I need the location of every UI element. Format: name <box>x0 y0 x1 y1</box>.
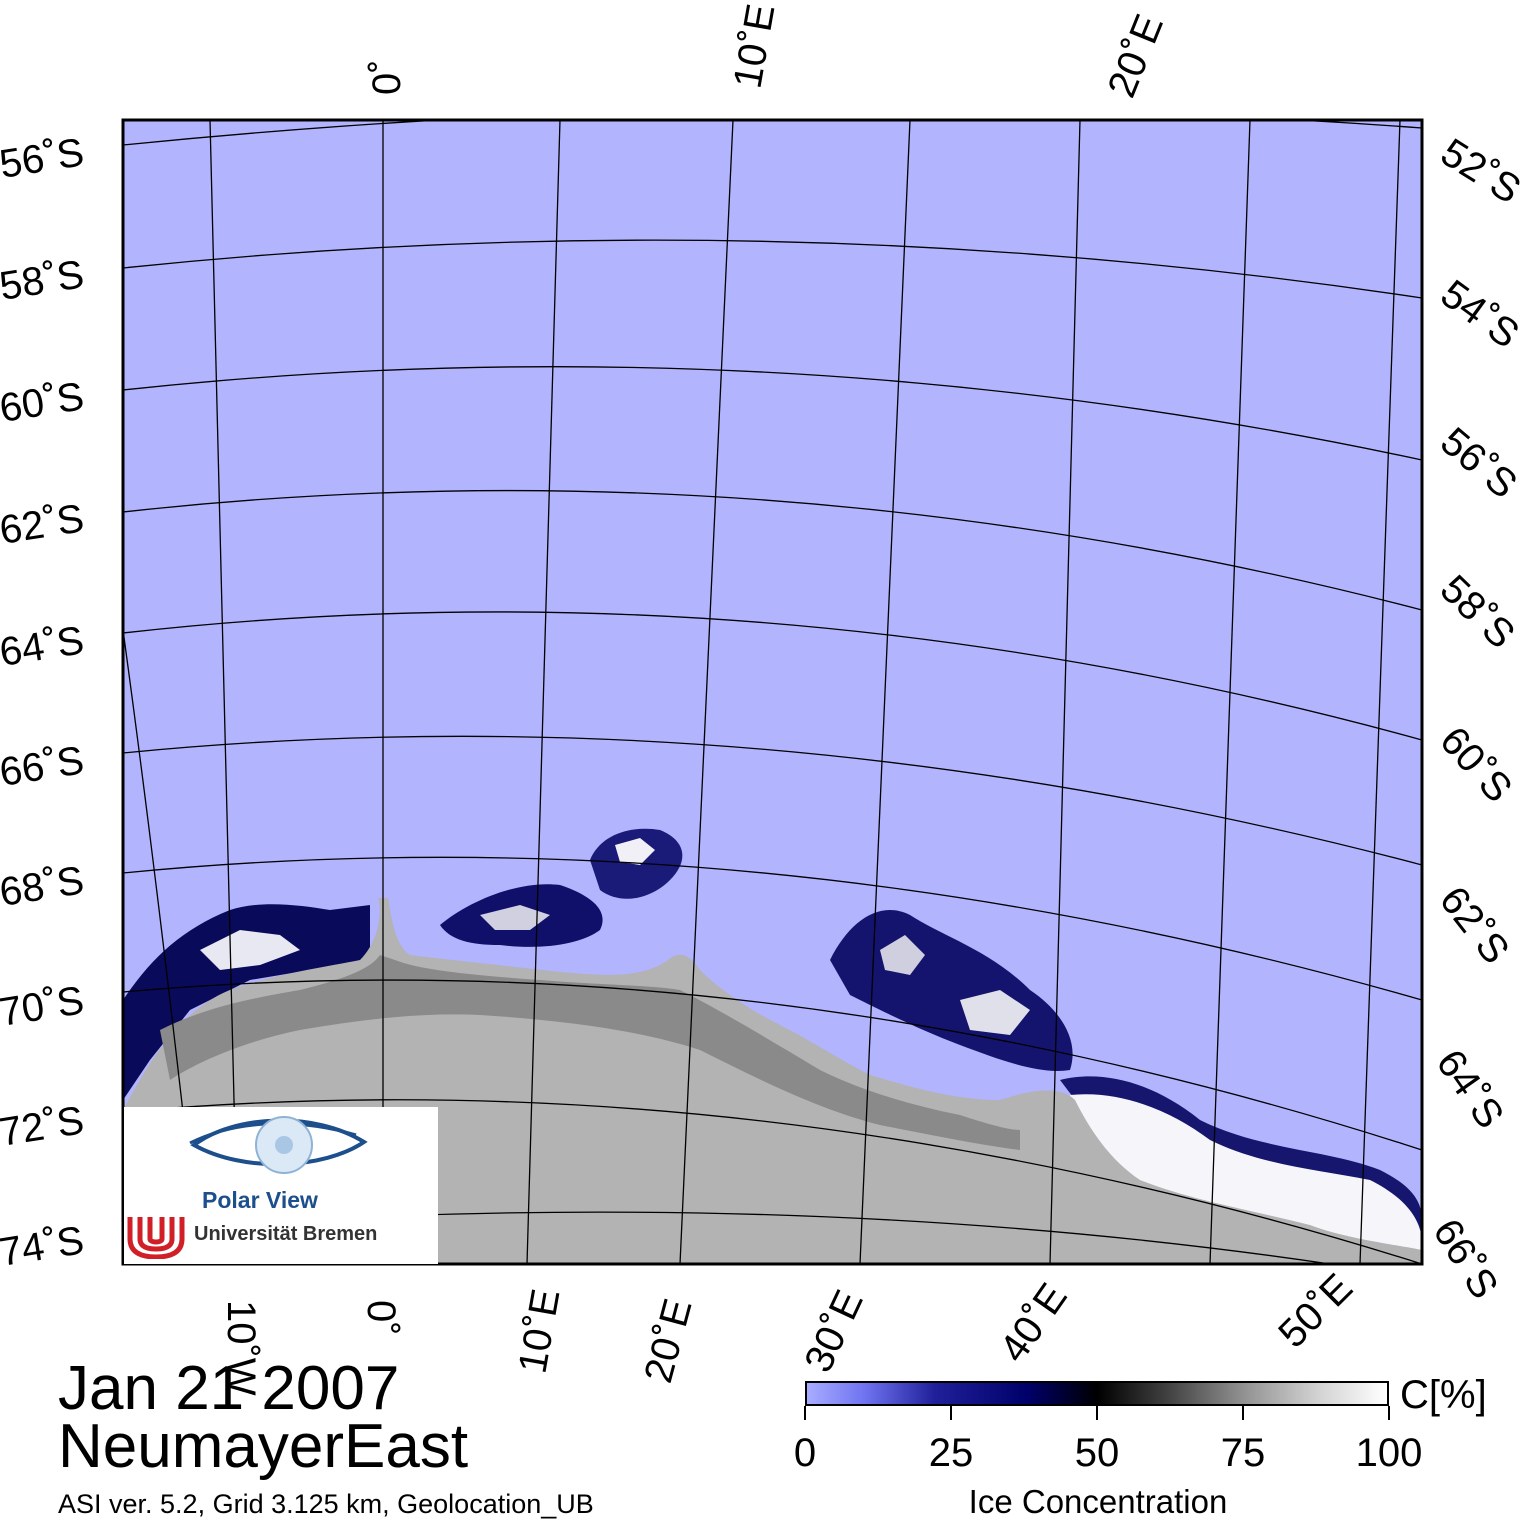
logo-polar-view-text: Polar View <box>202 1187 318 1213</box>
colorbar-tick-label: 50 <box>1074 1431 1120 1475</box>
left-lat-label: 58˚S <box>0 252 87 309</box>
left-lat-label: 70˚S <box>0 978 87 1035</box>
colorbar-title: Ice Concentration <box>968 1483 1228 1520</box>
right-lat-label: 52˚S <box>1433 130 1528 212</box>
colorbar-tick-label: 75 <box>1220 1431 1266 1475</box>
left-lat-label: 64˚S <box>0 618 87 675</box>
right-lat-label: 60˚S <box>1431 719 1520 811</box>
bottom-lon-label: 30˚E <box>796 1284 872 1379</box>
left-lat-label: 60˚S <box>0 374 87 431</box>
ice-shelf <box>160 955 1020 1150</box>
left-lat-label: 62˚S <box>0 496 87 553</box>
right-lat-label: 54˚S <box>1433 272 1527 357</box>
eye-globe-icon <box>189 1116 368 1174</box>
map-frame <box>121 118 1424 1266</box>
right-lat-label: 62˚S <box>1431 878 1518 972</box>
bottom-lon-label: 40˚E <box>991 1276 1076 1370</box>
colorbar-tick-label: 100 <box>1355 1431 1423 1475</box>
left-lat-label: 72˚S <box>0 1098 87 1155</box>
right-lat-label: 66˚S <box>1424 1211 1506 1306</box>
polar-view-logo: Polar View Universität Bremen <box>124 1107 438 1264</box>
sea-ice-patches <box>123 828 1422 1264</box>
bottom-lon-label: 20˚E <box>636 1294 700 1387</box>
region-title: NeumayerEast <box>58 1412 469 1481</box>
top-lon-label: 10˚E <box>726 1 784 92</box>
left-lat-label: 66˚S <box>0 738 87 795</box>
date-title: Jan 21 2007 <box>58 1354 400 1423</box>
colorbar-unit: C[%] <box>1400 1373 1487 1417</box>
colorbar-tick-label: 0 <box>793 1431 817 1475</box>
left-lat-label: 56˚S <box>0 130 87 187</box>
graticule <box>123 120 1422 1264</box>
bremen-u-icon <box>127 1217 185 1259</box>
ice-concentration-colorbar <box>805 1381 1389 1406</box>
info-line: ASI ver. 5.2, Grid 3.125 km, Geolocation… <box>58 1489 594 1519</box>
right-lat-label: 56˚S <box>1432 419 1525 507</box>
bottom-lon-label: 0˚ <box>359 1300 403 1336</box>
left-lat-label: 68˚S <box>0 858 87 915</box>
bottom-lon-label: 10˚W <box>219 1300 263 1396</box>
left-lat-label: 74˚S <box>0 1218 87 1275</box>
logo-university-text: Universität Bremen <box>194 1223 378 1245</box>
bottom-lon-label: 50˚E <box>1270 1266 1361 1357</box>
right-lat-label: 64˚S <box>1428 1042 1513 1136</box>
right-lat-label: 58˚S <box>1432 567 1523 657</box>
top-lon-label: 20˚E <box>1100 9 1172 104</box>
top-lon-label: 0˚ <box>365 59 409 95</box>
bottom-lon-label: 10˚E <box>511 1286 569 1377</box>
colorbar-tick-label: 25 <box>928 1431 974 1475</box>
